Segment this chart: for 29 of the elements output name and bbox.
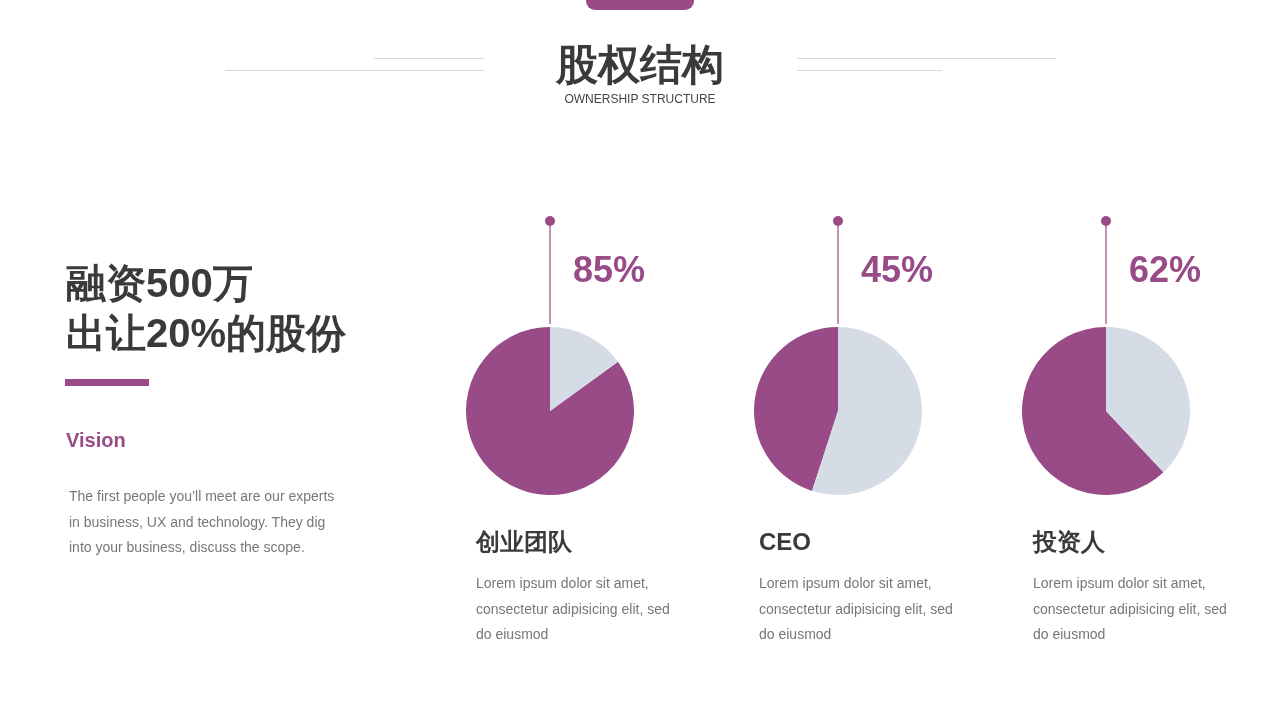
text: Lorem ipsum dolor sit amet,: [1033, 575, 1206, 591]
text: do eiusmod: [759, 626, 832, 642]
text: do eiusmod: [476, 626, 549, 642]
data-label: 85%: [573, 249, 646, 290]
text: 投资人: [1032, 528, 1106, 555]
text: into your business, discuss the scope.: [69, 539, 305, 555]
text: OWNERSHIP STRUCTURE: [564, 92, 716, 106]
pie-slice: [1106, 327, 1190, 473]
pie-slice: [754, 327, 838, 491]
text: 出让20%的股份: [66, 311, 348, 355]
text: Vision: [66, 429, 126, 451]
text: 股权结构: [555, 41, 724, 88]
data-label: 45%: [861, 249, 934, 290]
text: CEO: [759, 528, 812, 555]
pie-slice: [466, 327, 634, 495]
text: do eiusmod: [1033, 626, 1106, 642]
pie-slice: [550, 327, 618, 411]
pie-slice: [812, 327, 922, 495]
text: Lorem ipsum dolor sit amet,: [759, 575, 932, 591]
data-label: 62%: [1129, 249, 1202, 290]
text: 融资500万: [66, 261, 253, 305]
text: The first people you’ll meet are our experts: [69, 488, 335, 504]
text: Lorem ipsum dolor sit amet,: [476, 575, 649, 591]
text: consectetur adipisicing elit, sed: [759, 600, 953, 617]
text: consectetur adipisicing elit, sed: [1033, 600, 1227, 617]
text: consectetur adipisicing elit, sed: [476, 600, 670, 617]
text: 创业团队: [475, 528, 573, 555]
text: in business, UX and technology. They dig: [69, 513, 326, 530]
pie-slice: [1022, 327, 1164, 495]
